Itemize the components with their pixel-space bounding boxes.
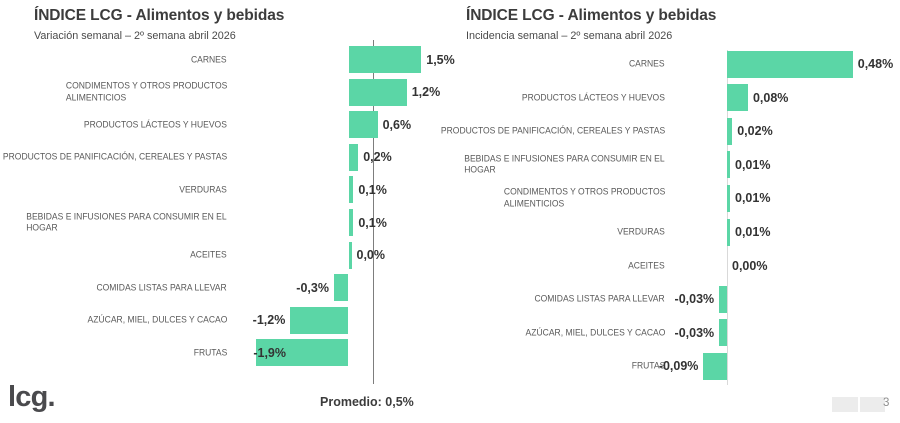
value-label: 0,1% (358, 182, 387, 197)
value-label: 0,01% (735, 191, 771, 206)
value-label: 1,5% (426, 52, 455, 67)
category-label: COMIDAS LISTAS PARA LLEVAR (534, 293, 665, 305)
category-label: CONDIMENTOS Y OTROS PRODUCTOS ALIMENTICI… (503, 186, 665, 210)
bar (256, 339, 349, 367)
category-label: AZÚCAR, MIEL, DULCES Y CACAO (87, 314, 227, 326)
value-label: 0,08% (752, 90, 789, 105)
category-label: PRODUCTOS DE PANIFICACIÓN, CEREALES Y PA… (440, 125, 665, 137)
value-label: 0,2% (363, 150, 392, 165)
bar (348, 143, 359, 171)
bar (348, 209, 354, 236)
plot-area: CARNES 0,48% PRODUCTOS LÁCTEOS Y HUEVOS 0,0… (441, 0, 900, 423)
category-label: BEBIDAS E INFUSIONES PARA CONSUMIR EN EL… (26, 211, 227, 234)
category-label: VERDURAS (617, 226, 665, 238)
category-label: ACEITES (190, 249, 227, 261)
placeholder-box (860, 397, 885, 412)
category-label: FRUTAS (631, 360, 665, 372)
category-label: VERDURAS (179, 184, 227, 196)
bar (703, 352, 727, 380)
zero-axis-line (727, 50, 728, 385)
bar (727, 117, 733, 145)
bar (727, 50, 853, 78)
chart-subtitle: Incidencia semanal – 2º semana abril 202… (466, 30, 673, 42)
weekly-variation-chart: ÍNDICE LCG - Alimentos y bebidas Variaci… (2, 7, 455, 409)
value-label: -0,09% (658, 359, 699, 374)
average-reference-line (373, 40, 374, 384)
value-label: -0,03% (674, 292, 715, 307)
bar (719, 319, 727, 347)
chart-title: ÍNDICE LCG - Alimentos y bebidas (34, 7, 285, 24)
value-label: -1,2% (252, 313, 286, 328)
bar (348, 78, 407, 106)
average-label: Promedio: 0,5% (320, 395, 414, 409)
value-label: 0,00% (732, 258, 768, 273)
lcg-logo: lcg. (8, 381, 56, 413)
bar (348, 111, 378, 139)
value-label: 0,6% (382, 117, 412, 132)
chart-title: ÍNDICE LCG - Alimentos y bebidas (466, 7, 717, 24)
category-label: PRODUCTOS DE PANIFICACIÓN, CEREALES Y PA… (2, 151, 227, 163)
category-label: CARNES (191, 53, 227, 65)
category-label: ACEITES (628, 259, 665, 271)
value-label: 0,02% (737, 124, 773, 139)
bar (727, 84, 748, 112)
bar (333, 274, 349, 302)
category-label: PRODUCTOS LÁCTEOS Y HUEVOS (83, 118, 227, 130)
value-label: -0,3% (296, 280, 329, 295)
bar (727, 218, 730, 246)
plot-area: CARNES 1,5% CONDIMENTOS Y OTROS PRODUCTOS … (2, 40, 455, 384)
value-label: 0,0% (356, 248, 386, 263)
category-label: AZÚCAR, MIEL, DULCES Y CACAO (525, 327, 665, 339)
chart-subtitle: Variación semanal – 2º semana abril 2026 (34, 30, 236, 42)
bar (727, 184, 730, 212)
value-label: 0,1% (358, 215, 387, 230)
value-label: 0,01% (735, 225, 771, 239)
value-label: -1,9% (253, 345, 286, 360)
bar (348, 176, 354, 204)
bar (348, 46, 422, 73)
bar (290, 306, 349, 334)
value-label: -0,03% (674, 325, 715, 340)
value-label: 0,48% (857, 57, 894, 71)
value-label: 1,2% (411, 85, 441, 100)
placeholder-box (832, 397, 858, 412)
category-label: COMIDAS LISTAS PARA LLEVAR (96, 281, 227, 293)
value-label: 0,01% (735, 157, 771, 172)
category-label: CONDIMENTOS Y OTROS PRODUCTOS ALIMENTICI… (65, 80, 227, 104)
category-label: FRUTAS (193, 347, 227, 359)
category-label: PRODUCTOS LÁCTEOS Y HUEVOS (521, 91, 665, 103)
category-label: CARNES (629, 58, 665, 70)
page-number: 3 (883, 397, 890, 409)
weekly-incidence-chart: ÍNDICE LCG - Alimentos y bebidas Inciden… (441, 0, 900, 423)
bar (719, 285, 727, 313)
bar (727, 151, 730, 179)
bar (348, 241, 352, 269)
category-label: BEBIDAS E INFUSIONES PARA CONSUMIR EN EL… (464, 153, 665, 176)
